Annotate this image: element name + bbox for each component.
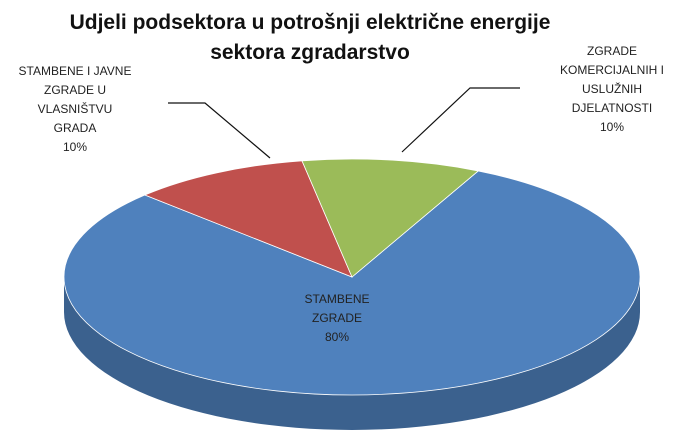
value-label: 80% — [324, 330, 350, 344]
slice — [301, 158, 480, 278]
chart-title: Udjeli podsektora u potrošnji električne… — [69, 11, 551, 64]
category-label: ZGRADE KOMERCIJALNIH I USLUŽNIH DJELATNO… — [559, 44, 664, 115]
slice — [63, 170, 641, 396]
leader-line — [168, 102, 271, 159]
category-label: STAMBENE I JAVNE ZGRADE U VLASNIŠTVU GRA… — [18, 64, 132, 135]
sides — [64, 277, 640, 430]
category-label: STAMBENE ZGRADE — [304, 292, 370, 325]
value-label: 10% — [599, 120, 625, 134]
tops — [63, 158, 641, 396]
value-label: 10% — [62, 140, 88, 154]
slice-label: STAMBENE ZGRADE 80% — [287, 290, 387, 347]
slice — [143, 160, 353, 278]
slices — [63, 158, 641, 430]
slice-label: STAMBENE I JAVNE ZGRADE U VLASNIŠTVU GRA… — [16, 62, 134, 157]
leader-line — [401, 87, 520, 153]
slice-side — [64, 277, 640, 430]
slice-label: ZGRADE KOMERCIJALNIH I USLUŽNIH DJELATNO… — [550, 42, 675, 137]
